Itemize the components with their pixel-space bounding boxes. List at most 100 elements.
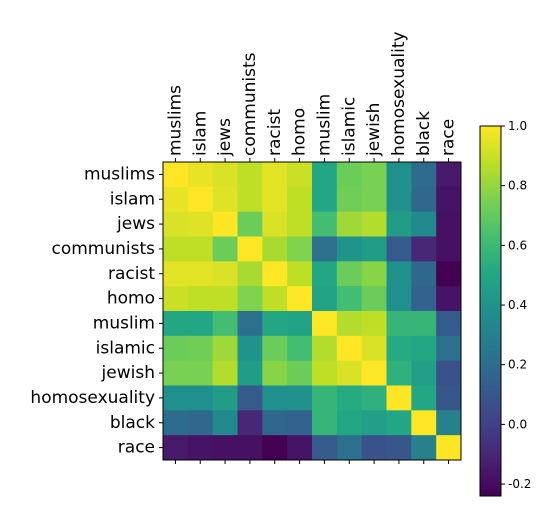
y-tick-label-race: race: [118, 438, 155, 458]
heatmap-cell-communists-homo: [287, 236, 313, 262]
heatmap-cell-islamic-jews: [212, 335, 238, 362]
heatmap-cell-islam-jews: [212, 186, 238, 213]
heatmap-cell-black-muslim: [312, 410, 338, 436]
heatmap-cell-islam-homosexuality: [386, 186, 412, 213]
heatmap-cell-black-black: [411, 410, 437, 436]
x-tick-label-homo: homo: [290, 108, 310, 156]
heatmap-cell-homo-racist: [262, 286, 288, 312]
heatmap-cell-muslims-homosexuality: [386, 162, 412, 188]
heatmap-cell-islam-islam: [187, 186, 214, 213]
heatmap-cell-muslim-communists: [237, 311, 263, 337]
heatmap-cell-islam-black: [411, 186, 437, 213]
heatmap-cell-muslim-islam: [187, 311, 214, 337]
heatmap-cell-race-race: [436, 435, 462, 461]
heatmap-cell-muslims-race: [436, 162, 462, 188]
colorbar-ticks: -0.2 0.0 0.2 0.4 0.6 0.8 1.0: [501, 119, 531, 491]
heatmap-cell-communists-black: [411, 236, 437, 262]
heatmap-cell-islamic-race: [436, 335, 462, 362]
heatmap-cell-muslim-racist: [262, 311, 288, 337]
colorbar-tick-label: 1.0: [508, 119, 527, 133]
heatmap-cell-islam-muslims: [163, 186, 189, 213]
heatmap-cell-communists-islamic: [336, 236, 363, 262]
heatmap-cell-muslim-race: [436, 311, 462, 337]
heatmap-cell-muslims-islamic: [336, 162, 363, 188]
heatmap-cell-homosexuality-communists: [237, 385, 263, 411]
x-tick-label-communists: communists: [240, 52, 260, 156]
heatmap-cell-muslim-muslim: [312, 311, 338, 337]
heatmap-cell-muslims-jewish: [361, 162, 387, 188]
heatmap-cell-jewish-communists: [237, 360, 263, 386]
heatmap-cell-homosexuality-muslims: [163, 385, 189, 411]
heatmap-cell-homo-islamic: [336, 286, 363, 312]
heatmap-cell-racist-homo: [287, 261, 313, 287]
plot-frame: [162, 161, 462, 461]
heatmap-cell-race-jewish: [361, 435, 387, 461]
heatmap-cell-homo-homosexuality: [386, 286, 412, 312]
heatmap-cell-homosexuality-muslim: [312, 385, 338, 411]
heatmap-cell-race-racist: [262, 435, 288, 461]
y-tick-label-muslim: muslim: [93, 313, 155, 333]
heatmap-cell-islamic-homo: [287, 335, 313, 362]
heatmap-cell-race-muslim: [312, 435, 338, 461]
heatmap-cell-black-communists: [237, 410, 263, 436]
heatmap-cell-jews-islam: [187, 211, 214, 237]
heatmap-cell-jews-jews: [212, 211, 238, 237]
x-tick-label-islamic: islamic: [339, 97, 359, 156]
heatmap-cell-black-race: [436, 410, 462, 436]
heatmap-cell-racist-islamic: [336, 261, 363, 287]
heatmap-cell-homosexuality-black: [411, 385, 437, 411]
heatmap-cell-homosexuality-jewish: [361, 385, 387, 411]
heatmap-cell-racist-homosexuality: [386, 261, 412, 287]
heatmap-cell-muslim-homosexuality: [386, 311, 412, 337]
x-tick-label-muslims: muslims: [165, 85, 185, 156]
heatmap-cell-islamic-jewish: [361, 335, 387, 362]
heatmap-cell-jewish-islamic: [336, 360, 363, 386]
heatmap-cell-communists-islam: [187, 236, 214, 262]
heatmap-cell-jewish-muslim: [312, 360, 338, 386]
heatmap-cell-homosexuality-homosexuality: [386, 385, 412, 411]
heatmap-cell-islamic-muslims: [163, 335, 189, 362]
heatmap-cell-muslim-muslims: [163, 311, 189, 337]
heatmap-cell-jews-homo: [287, 211, 313, 237]
heatmap-cell-communists-jews: [212, 236, 238, 262]
heatmap-cell-jews-muslim: [312, 211, 338, 237]
heatmap-cell-racist-islam: [187, 261, 214, 287]
y-tick-label-homo: homo: [107, 289, 155, 309]
y-tick-label-jews: jews: [116, 214, 155, 234]
heatmap-cell-jews-racist: [262, 211, 288, 237]
heatmap-cell-homosexuality-islam: [187, 385, 214, 411]
x-tick-label-islam: islam: [190, 111, 210, 156]
heatmap-cell-communists-communists: [237, 236, 263, 262]
y-tick-label-black: black: [110, 413, 155, 433]
y-tick-label-islamic: islamic: [96, 338, 155, 358]
heatmap-cell-jews-communists: [237, 211, 263, 237]
heatmap-cell-muslims-homo: [287, 162, 313, 188]
colorbar-tick-label: 0.4: [508, 298, 527, 312]
heatmap-cell-homosexuality-racist: [262, 385, 288, 411]
heatmap-cell-jewish-black: [411, 360, 437, 386]
heatmap-cell-black-homo: [287, 410, 313, 436]
heatmap-cell-islam-muslim: [312, 186, 338, 213]
heatmap-cell-racist-jews: [212, 261, 238, 287]
heatmap-cell-black-islamic: [336, 410, 363, 436]
x-tick-label-race: race: [439, 119, 459, 156]
heatmap-cell-muslims-muslims: [163, 162, 189, 188]
heatmap-cell-racist-jewish: [361, 261, 387, 287]
heatmap-cell-muslims-racist: [262, 162, 288, 188]
heatmap-cell-jewish-islam: [187, 360, 214, 386]
x-tick-label-black: black: [414, 111, 434, 156]
heatmap-cell-race-communists: [237, 435, 263, 461]
heatmap-cell-race-black: [411, 435, 437, 461]
heatmap-cell-jews-islamic: [336, 211, 363, 237]
heatmap-cell-race-homosexuality: [386, 435, 412, 461]
heatmap-cell-islamic-islamic: [336, 335, 363, 362]
heatmap-cell-jews-homosexuality: [386, 211, 412, 237]
heatmap-cell-muslim-jews: [212, 311, 238, 337]
heatmap-cell-communists-muslims: [163, 236, 189, 262]
heatmap-cell-muslims-jews: [212, 162, 238, 188]
heatmap-cell-muslims-muslim: [312, 162, 338, 188]
x-axis-ticks: muslims islam jews communists racist homo musl…: [165, 31, 459, 464]
heatmap-cell-homosexuality-islamic: [336, 385, 363, 411]
heatmap-cell-jewish-jewish: [361, 360, 387, 386]
x-tick-label-racist: racist: [265, 109, 285, 156]
